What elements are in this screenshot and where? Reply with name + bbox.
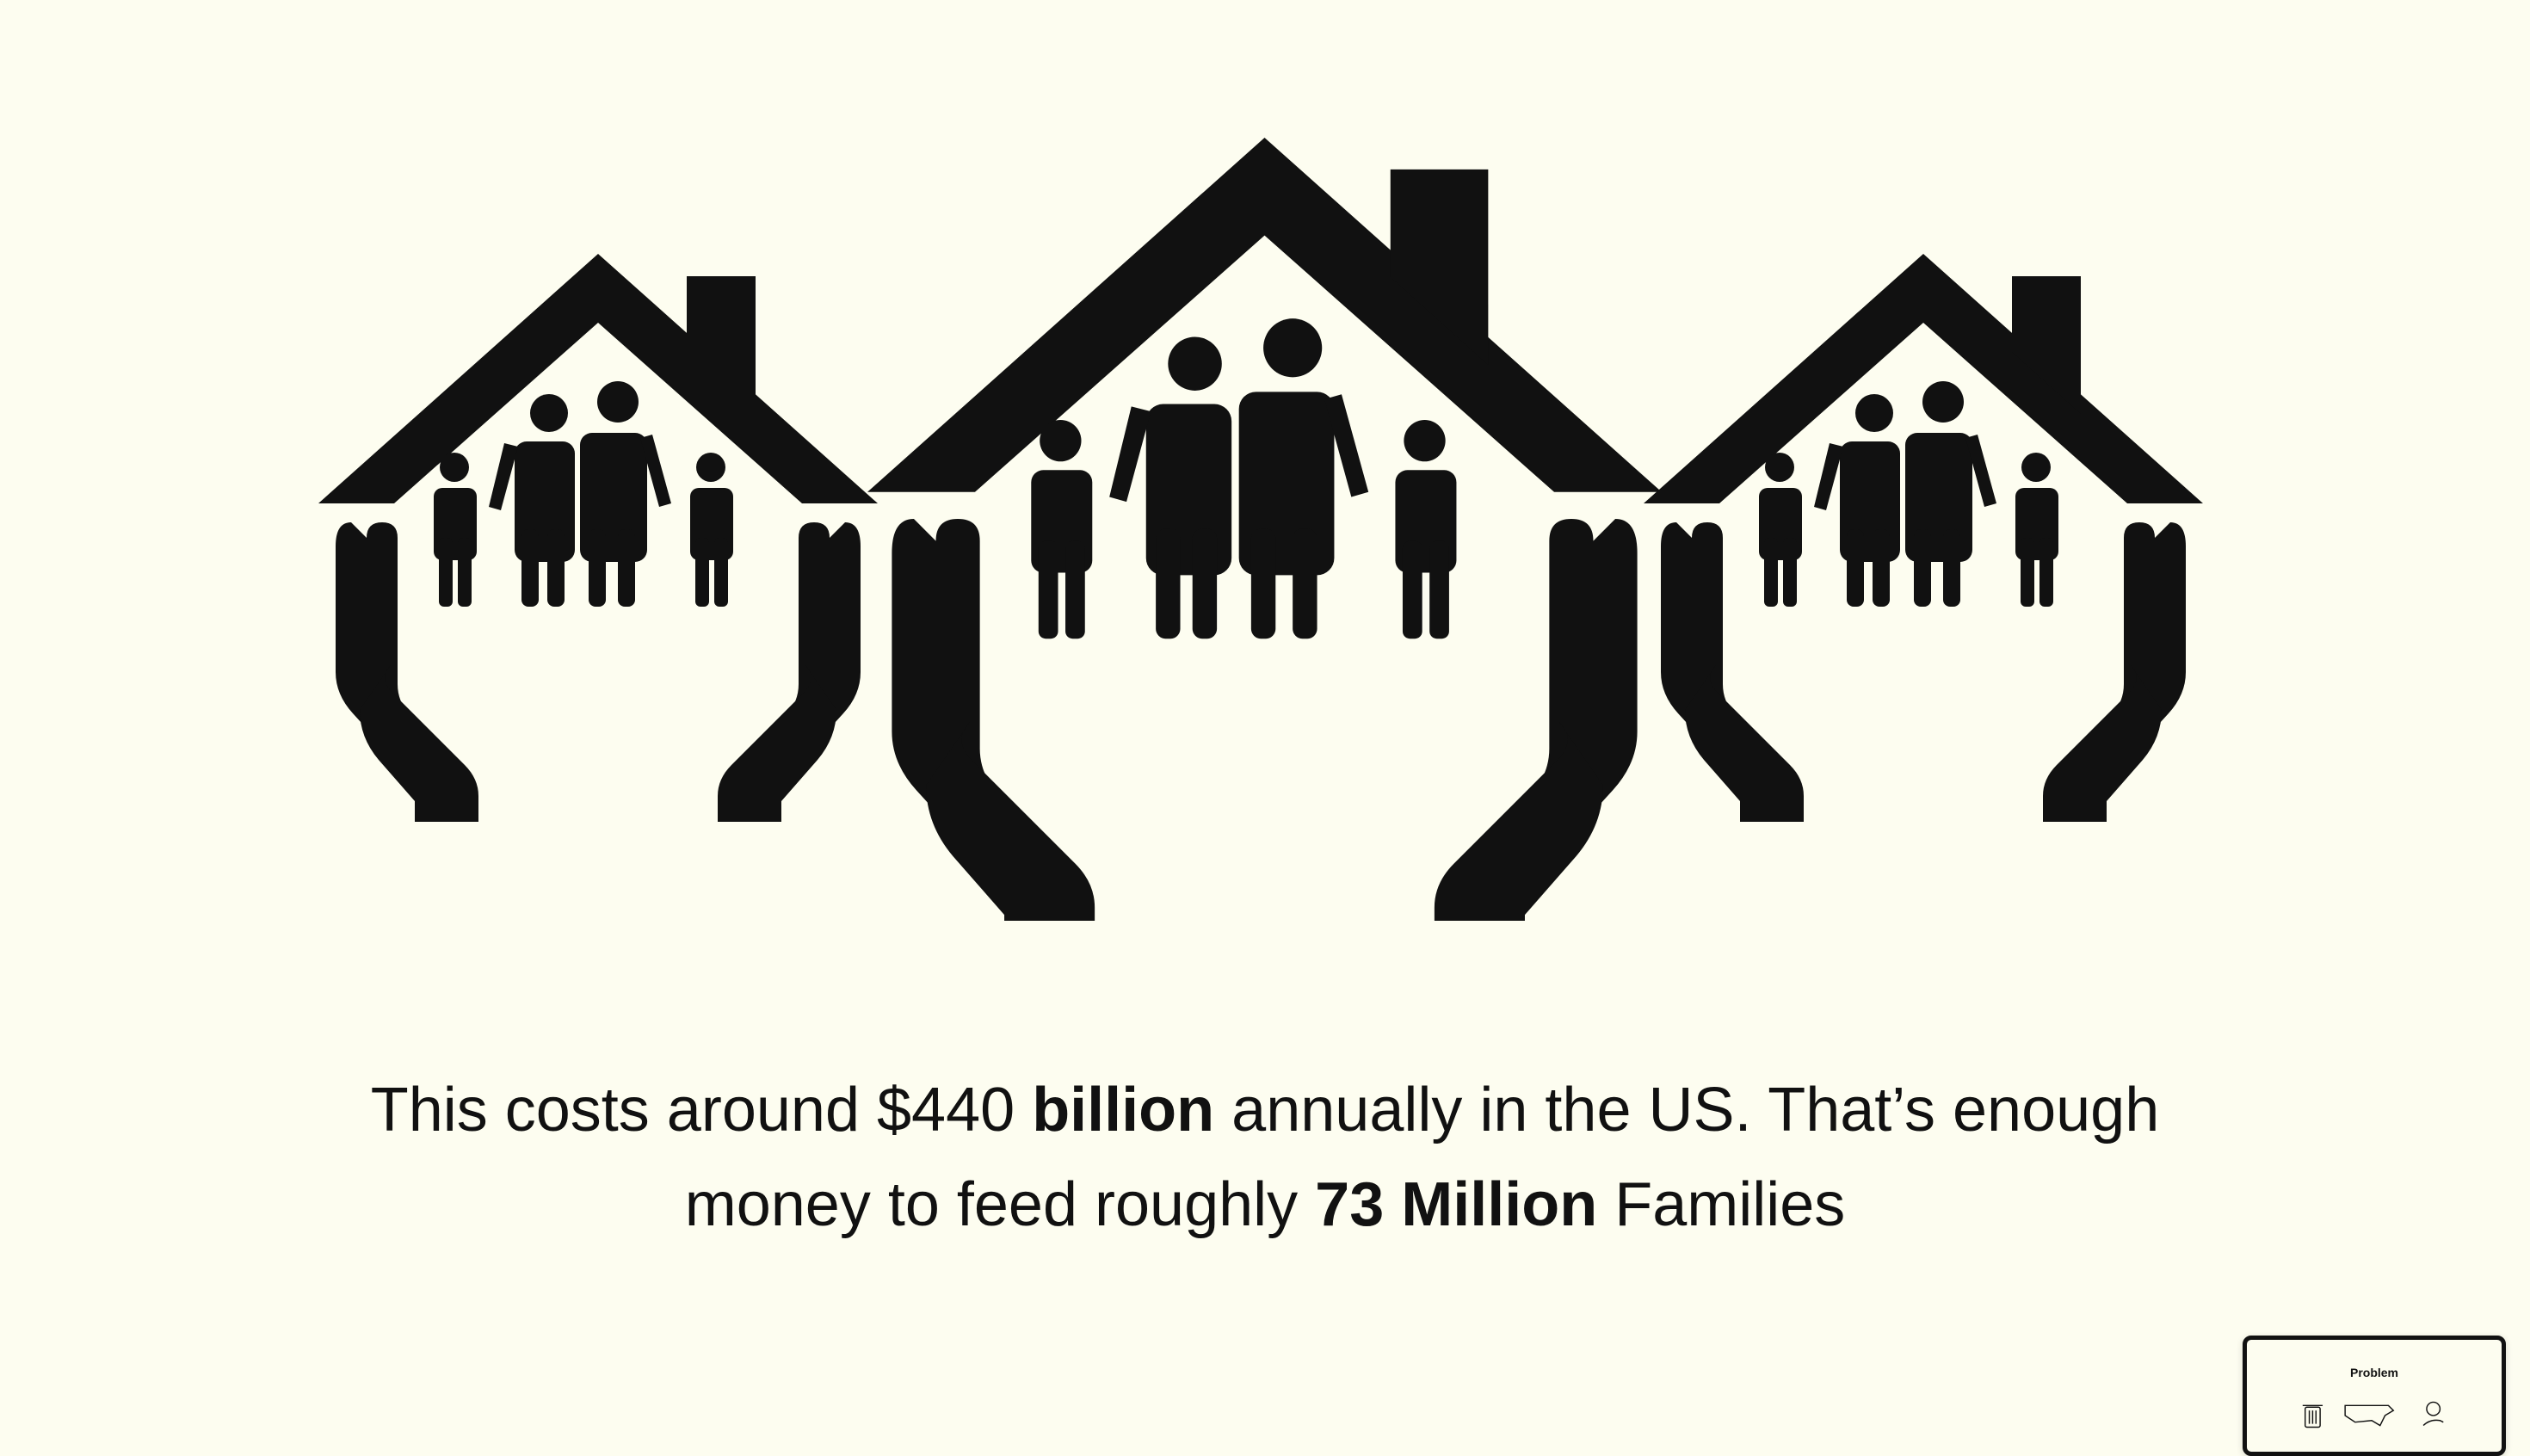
- thumbnail-title: Problem: [2349, 1366, 2398, 1379]
- caption-part-3: Families: [1597, 1170, 1846, 1239]
- caption-part-2: annually in the US. That’s enough money …: [684, 1076, 2160, 1239]
- right-house-icon: [1644, 254, 2203, 822]
- family-homes-illustration: [318, 138, 2203, 921]
- slide-thumbnail[interactable]: Problem: [2243, 1336, 2506, 1456]
- left-house-icon: [318, 254, 878, 822]
- caption-text: This costs around $440 billion annually …: [284, 1063, 2246, 1252]
- trash-can-icon: [2302, 1404, 2323, 1428]
- center-house-icon: [867, 138, 1662, 921]
- caption-part-1: This costs around $440: [370, 1076, 1033, 1144]
- thumbnail-icons: [2302, 1401, 2444, 1428]
- hand-dollar-icon: [2422, 1401, 2444, 1427]
- caption-bold-families: 73 Million: [1315, 1170, 1598, 1239]
- us-map-icon: [2344, 1404, 2395, 1427]
- caption-bold-billion: billion: [1032, 1076, 1215, 1144]
